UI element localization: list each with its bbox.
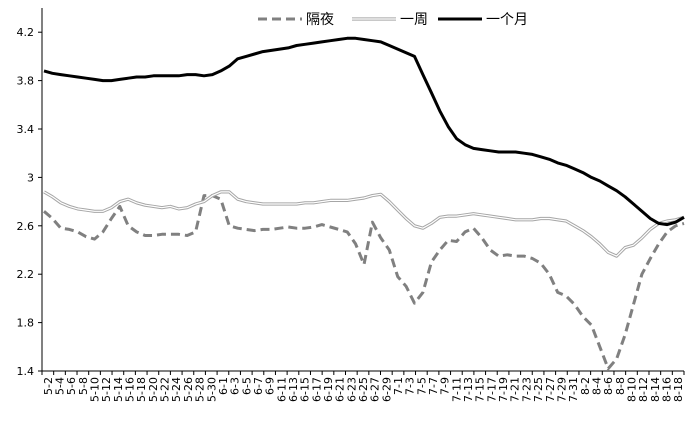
y-tick-label: 1.4 bbox=[17, 365, 35, 378]
y-tick-label: 2.6 bbox=[17, 220, 35, 233]
x-tick-label: 7-11 bbox=[450, 377, 463, 402]
x-tick-label: 8-8 bbox=[614, 377, 627, 395]
x-tick-label: 5-6 bbox=[65, 377, 78, 395]
chart-legend: 隔夜 一周 一个月 bbox=[258, 12, 528, 28]
x-tick-label: 6-21 bbox=[334, 377, 347, 402]
y-tick-label: 1.8 bbox=[17, 317, 35, 330]
x-tick-label: 8-6 bbox=[602, 377, 615, 395]
y-tick-label: 3.8 bbox=[17, 75, 35, 88]
x-tick-label: 5-8 bbox=[77, 377, 90, 395]
x-tick-label: 7-31 bbox=[567, 377, 580, 402]
x-tick-label: 8-2 bbox=[579, 377, 592, 395]
x-tick-label: 6-17 bbox=[310, 377, 323, 402]
x-tick-label: 6-9 bbox=[264, 377, 277, 395]
x-tick-label: 6-23 bbox=[345, 377, 358, 402]
x-tick-label: 7-17 bbox=[485, 377, 498, 402]
x-tick-label: 6-11 bbox=[275, 377, 288, 402]
y-axis-tick-labels: 1.4 1.8 2.2 2.6 3 3.4 3.8 4.2 bbox=[17, 26, 35, 378]
x-tick-label: 7-27 bbox=[544, 377, 557, 402]
x-tick-label: 5-28 bbox=[194, 377, 207, 402]
legend-series-3-label: 一个月 bbox=[486, 12, 528, 28]
x-tick-label: 5-24 bbox=[170, 377, 183, 402]
series-2-line-inner bbox=[43, 191, 685, 257]
series-lines bbox=[43, 36, 685, 371]
legend-series-2-label: 一周 bbox=[400, 12, 428, 28]
x-tick-label: 7-13 bbox=[462, 377, 475, 402]
x-axis-tick-labels: 5-25-45-65-85-105-125-145-165-185-205-22… bbox=[42, 377, 685, 402]
series-2-line-outer bbox=[43, 190, 685, 258]
legend-series-1-label: 隔夜 bbox=[306, 12, 334, 28]
x-tick-label: 7-5 bbox=[415, 377, 428, 395]
y-tick-label: 3.4 bbox=[17, 123, 35, 136]
x-tick-label: 5-30 bbox=[205, 377, 218, 402]
x-tick-label: 7-3 bbox=[404, 377, 417, 395]
y-tick-label: 3 bbox=[27, 171, 34, 184]
series-3-line bbox=[43, 36, 685, 227]
series-1-line bbox=[43, 194, 685, 371]
x-tick-label: 6-5 bbox=[240, 377, 253, 395]
x-tick-label: 5-14 bbox=[112, 377, 125, 402]
x-tick-label: 8-4 bbox=[590, 377, 603, 395]
x-tick-label: 7-1 bbox=[392, 377, 405, 395]
x-tick-label: 6-13 bbox=[287, 377, 300, 402]
x-tick-label: 6-15 bbox=[299, 377, 312, 402]
x-tick-label: 5-18 bbox=[135, 377, 148, 402]
x-tick-label: 7-9 bbox=[439, 377, 452, 395]
x-tick-label: 6-27 bbox=[369, 377, 382, 402]
chart-axes bbox=[38, 8, 685, 375]
x-tick-label: 7-15 bbox=[474, 377, 487, 402]
x-tick-label: 5-20 bbox=[147, 377, 160, 402]
x-tick-label: 5-26 bbox=[182, 377, 195, 402]
y-tick-label: 4.2 bbox=[17, 26, 35, 39]
x-tick-label: 8-10 bbox=[625, 377, 638, 402]
x-tick-label: 5-16 bbox=[124, 377, 137, 402]
x-tick-label: 5-4 bbox=[54, 377, 67, 395]
x-tick-label: 8-14 bbox=[649, 377, 662, 402]
x-tick-label: 6-29 bbox=[380, 377, 393, 402]
x-tick-label: 6-3 bbox=[229, 377, 242, 395]
x-tick-label: 8-16 bbox=[660, 377, 673, 402]
x-tick-label: 6-25 bbox=[357, 377, 370, 402]
x-tick-label: 7-23 bbox=[520, 377, 533, 402]
x-tick-label: 7-19 bbox=[497, 377, 510, 402]
x-tick-label: 6-19 bbox=[322, 377, 335, 402]
y-tick-label: 2.2 bbox=[17, 268, 35, 281]
x-tick-label: 5-10 bbox=[89, 377, 102, 402]
x-tick-label: 6-7 bbox=[252, 377, 265, 395]
x-tick-label: 7-7 bbox=[427, 377, 440, 395]
x-tick-label: 5-22 bbox=[159, 377, 172, 402]
x-tick-label: 5-2 bbox=[42, 377, 55, 395]
x-tick-label: 7-21 bbox=[509, 377, 522, 402]
x-tick-label: 8-12 bbox=[637, 377, 650, 402]
x-tick-label: 6-1 bbox=[217, 377, 230, 395]
x-tick-label: 7-25 bbox=[532, 377, 545, 402]
x-tick-label: 8-18 bbox=[672, 377, 685, 402]
x-tick-label: 7-29 bbox=[555, 377, 568, 402]
x-tick-label: 5-12 bbox=[100, 377, 113, 402]
